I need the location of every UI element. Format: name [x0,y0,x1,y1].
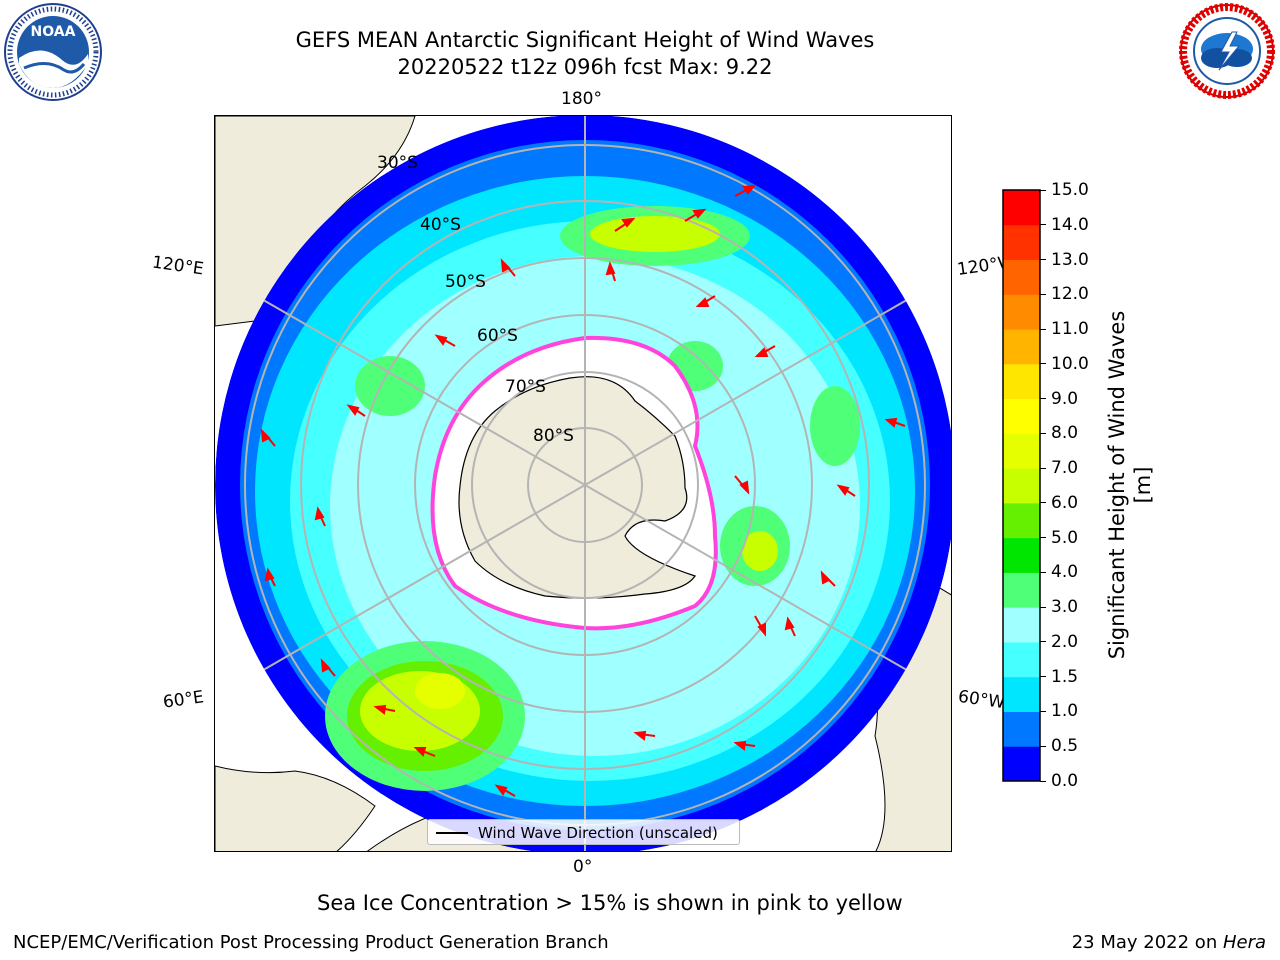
colorbar-tick-label: 0.0 [1051,771,1079,791]
lon-label-180: 180° [561,89,602,109]
colorbar-segment [1003,746,1040,782]
chart-title: GEFS MEAN Antarctic Significant Height o… [295,28,875,52]
colorbar-tick-mark [1040,328,1046,330]
legend-label: Wind Wave Direction (unscaled) [478,824,718,842]
colorbar-tick-mark [1040,502,1046,504]
colorbar-segment [1003,572,1040,608]
colorbar-segment [1003,468,1040,504]
svg-text:NOAA: NOAA [31,24,76,40]
colorbar-tick-label: 4.0 [1051,562,1079,583]
colorbar-tick-mark [1040,641,1046,643]
colorbar-segment [1003,329,1040,365]
colorbar-tick-mark [1040,398,1046,400]
lon-label-60e: 60°E [161,687,206,713]
colorbar-tick-mark [1040,259,1046,261]
colorbar-tick-label: 7.0 [1051,458,1079,479]
footer-date-text: 23 May 2022 on [1071,932,1223,953]
chart-subtitle: 20220522 t12z 096h fcst Max: 9.22 [397,55,773,79]
lat-label-50s: 50°S [445,272,486,292]
legend-line-icon [436,832,468,834]
colorbar-tick-mark [1040,189,1046,191]
lat-label-80s: 80°S [533,426,574,446]
colorbar-tick-mark [1040,467,1046,469]
colorbar-tick-label: 3.0 [1051,597,1079,618]
polar-map: 30°S 40°S 50°S 60°S 70°S 80°S [215,116,951,851]
colorbar-tick-label: 5.0 [1051,527,1079,548]
colorbar [1002,189,1041,782]
lat-label-40s: 40°S [420,215,461,235]
colorbar-tick-label: 1.0 [1051,701,1079,722]
nws-logo [1179,3,1275,99]
colorbar-tick-label: 11.0 [1051,319,1089,340]
colorbar-tick-label: 14.0 [1051,214,1089,235]
colorbar-tick-mark [1040,293,1046,295]
lon-label-0: 0° [573,857,593,877]
colorbar-segment [1003,294,1040,330]
colorbar-tick-mark [1040,745,1046,747]
colorbar-segment [1003,433,1040,469]
colorbar-tick-label: 1.5 [1051,666,1079,687]
noaa-logo: NOAA [4,3,102,101]
lat-label-70s: 70°S [505,377,546,397]
colorbar-tick-label: 15.0 [1051,180,1089,200]
footer-host: Hera [1222,932,1266,953]
colorbar-tick-label: 12.0 [1051,284,1089,305]
map-panel: 30°S 40°S 50°S 60°S 70°S 80°S [214,115,952,852]
colorbar-segment [1003,537,1040,573]
colorbar-tick-mark [1040,676,1046,678]
colorbar-segment [1003,676,1040,712]
colorbar-tick-mark [1040,571,1046,573]
colorbar-segment [1003,363,1040,400]
colorbar-segment [1003,224,1040,261]
lat-label-30s: 30°S [377,153,418,173]
colorbar-segment [1003,711,1040,747]
colorbar-tick-mark [1040,363,1046,365]
colorbar-segment [1003,502,1040,539]
colorbar-tick-mark [1040,780,1046,782]
colorbar-segment [1003,607,1040,643]
lon-label-120e: 120°E [150,252,205,280]
colorbar-tick-label: 8.0 [1051,423,1079,444]
sea-ice-note: Sea Ice Concentration > 15% is shown in … [317,891,903,915]
footer-date: 23 May 2022 on Hera [1072,932,1266,953]
colorbar-tick-label: 6.0 [1051,492,1079,513]
colorbar-segment [1003,398,1040,434]
colorbar-tick-label: 2.0 [1051,631,1079,652]
colorbar-tick-mark [1040,224,1046,226]
colorbar-tick-mark [1040,606,1046,608]
colorbar-tick-label: 0.5 [1051,736,1079,757]
colorbar-segment [1003,190,1040,226]
footer-branch: NCEP/EMC/Verification Post Processing Pr… [13,932,609,953]
lon-label-60w: 60°W [956,686,1007,714]
colorbar-tick-mark [1040,537,1046,539]
colorbar-segment [1003,641,1040,678]
colorbar-tick-label: 9.0 [1051,388,1079,409]
colorbar-tick-mark [1040,432,1046,434]
colorbar-segment [1003,259,1040,295]
colorbar-tick-mark [1040,710,1046,712]
map-legend: Wind Wave Direction (unscaled) [427,819,740,845]
lat-label-60s: 60°S [477,326,518,346]
colorbar-border [1002,189,1041,782]
colorbar-tick-label: 10.0 [1051,353,1089,374]
colorbar-tick-label: 13.0 [1051,249,1089,270]
